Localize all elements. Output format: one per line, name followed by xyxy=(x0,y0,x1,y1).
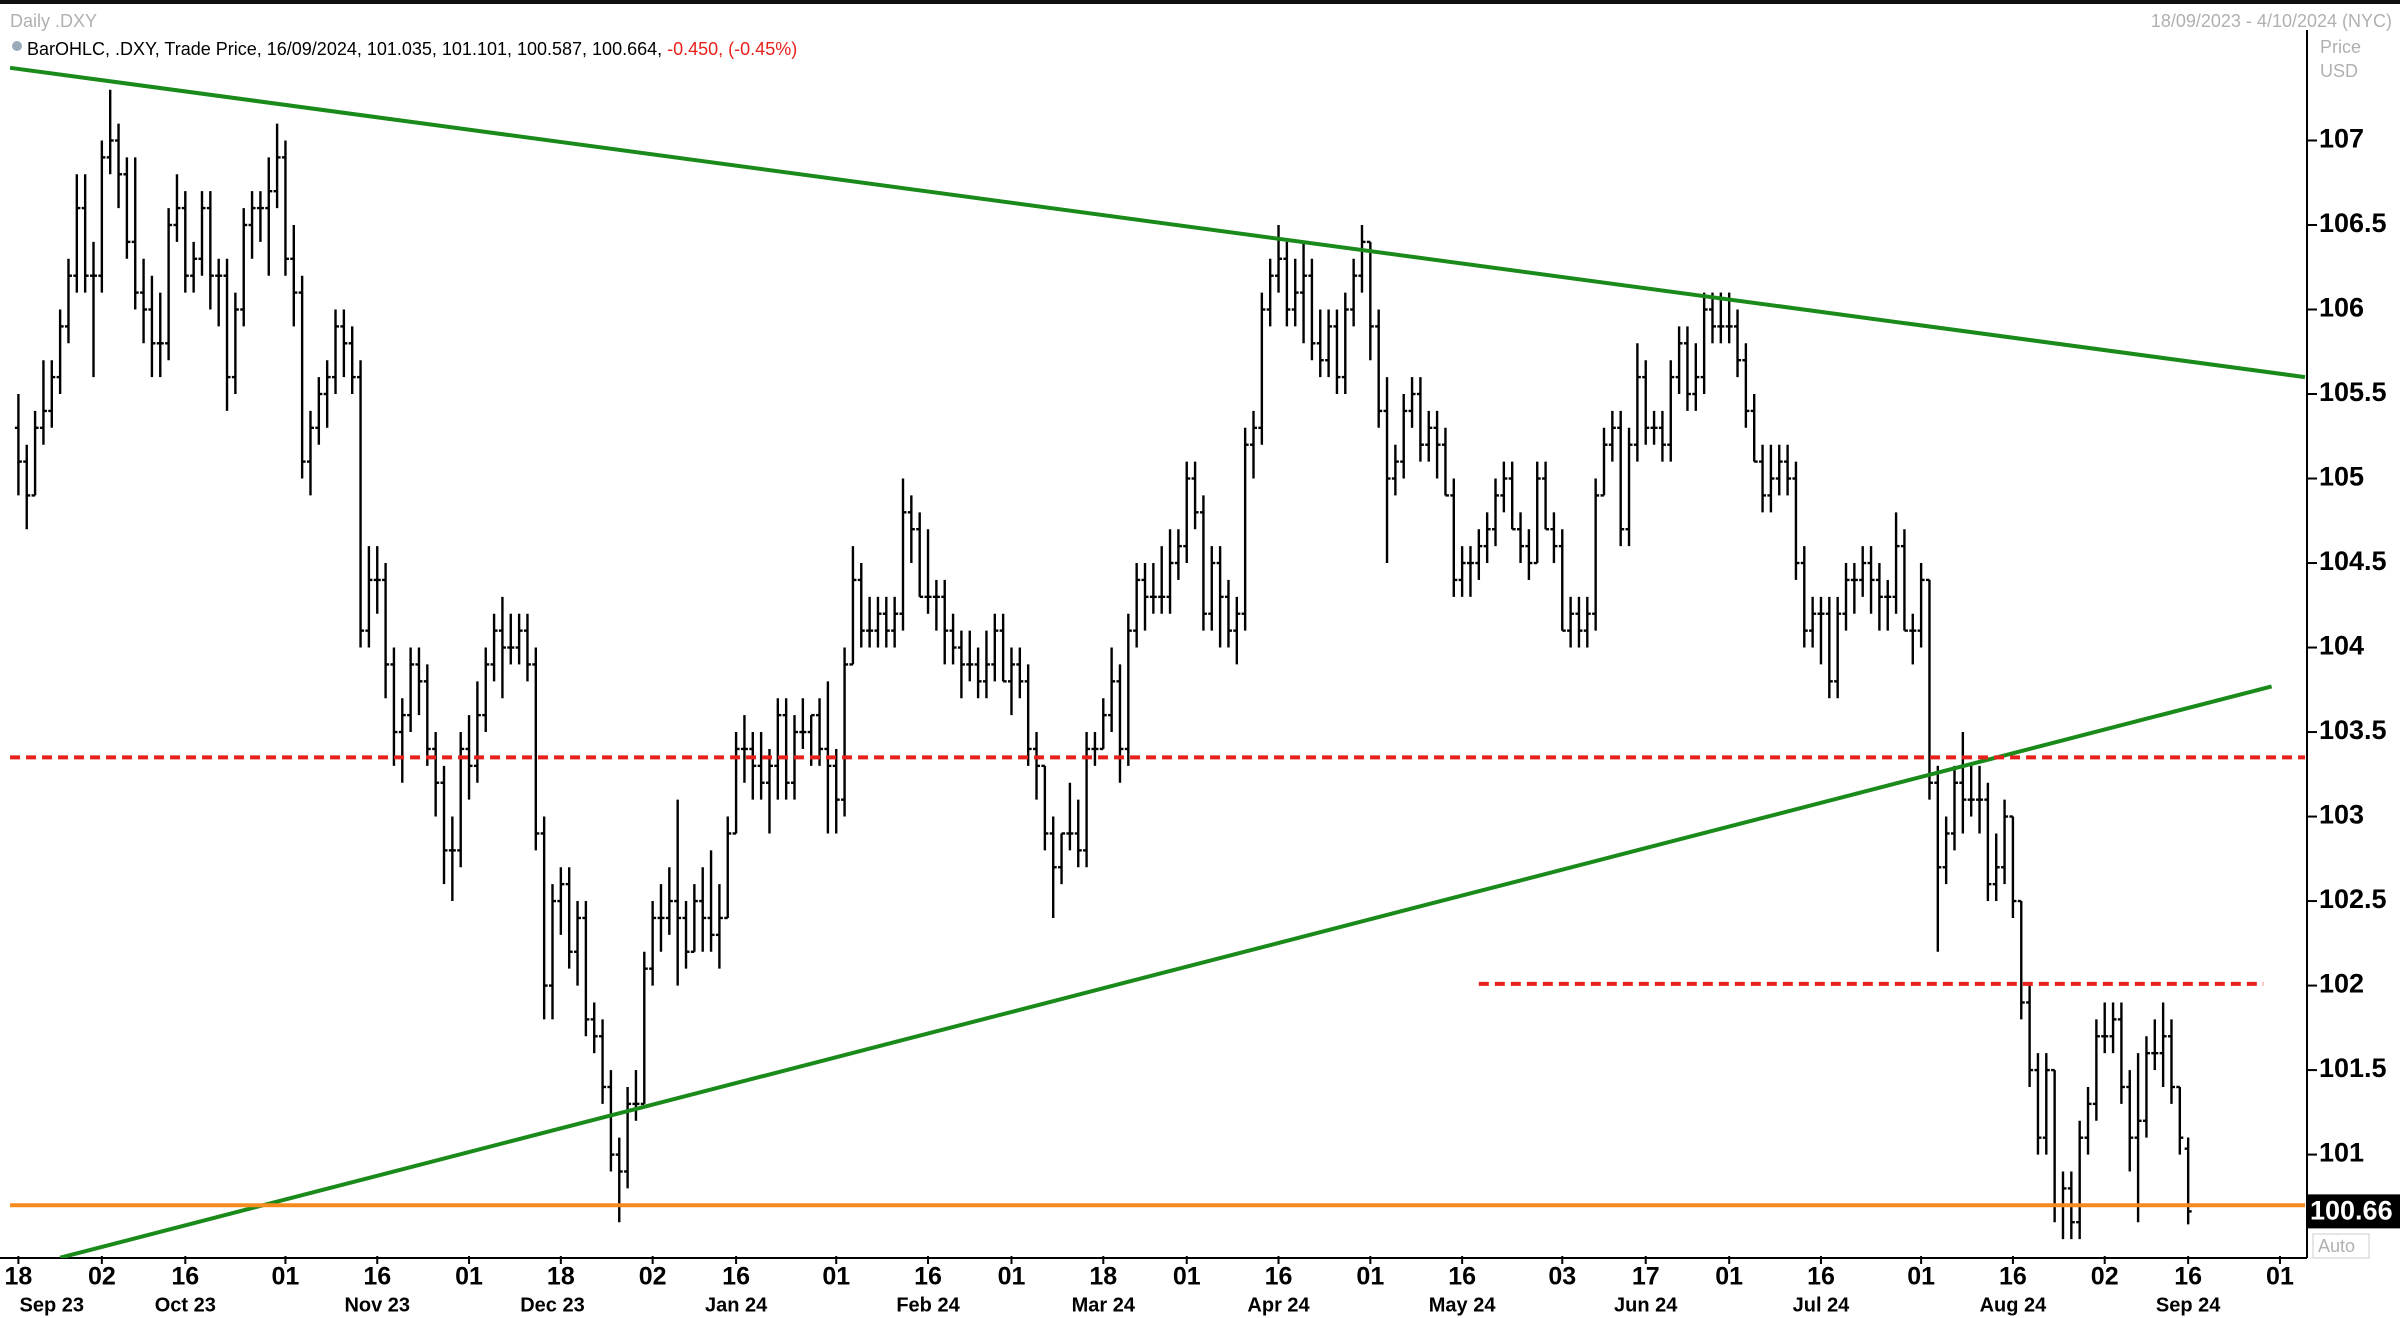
legend-icon xyxy=(12,41,22,51)
x-tick-label: 18 xyxy=(4,1263,32,1291)
x-tick-label: 02 xyxy=(88,1263,116,1291)
trend-line xyxy=(59,684,2273,1258)
date-range: 18/09/2023 - 4/10/2024 (NYC) xyxy=(2151,11,2392,31)
y-tick-label: 107 xyxy=(2319,124,2364,154)
x-tick-label: 01 xyxy=(822,1263,850,1291)
month-label: Sep 23 xyxy=(20,1294,84,1316)
x-tick-label: 02 xyxy=(639,1263,667,1291)
month-label: Sep 24 xyxy=(2156,1294,2221,1316)
plot-area xyxy=(9,65,2306,1258)
month-label: Aug 24 xyxy=(1980,1294,2048,1316)
x-tick-label: 16 xyxy=(1265,1263,1293,1291)
month-label: Dec 23 xyxy=(520,1294,585,1316)
month-label: Jun 24 xyxy=(1614,1294,1678,1316)
x-tick-label: 16 xyxy=(1448,1263,1476,1291)
month-label: Nov 23 xyxy=(344,1294,410,1316)
y-axis-label: Price xyxy=(2320,37,2361,57)
legend-change: -0.450, (-0.45%) xyxy=(667,39,797,59)
y-tick-label: 105.5 xyxy=(2319,377,2387,407)
month-label: Apr 24 xyxy=(1247,1294,1310,1316)
x-tick-label: 03 xyxy=(1548,1263,1576,1291)
x-tick-label: 16 xyxy=(914,1263,942,1291)
x-tick-label: 01 xyxy=(1356,1263,1384,1291)
last-price-box xyxy=(2308,1194,2400,1229)
month-label: Jan 24 xyxy=(705,1294,768,1316)
x-tick-label: 16 xyxy=(722,1263,750,1291)
y-tick-label: 104 xyxy=(2319,631,2364,661)
y-tick-label: 102 xyxy=(2319,969,2364,999)
y-tick-label: 102.5 xyxy=(2319,884,2387,914)
x-tick-label: 01 xyxy=(1715,1263,1743,1291)
x-tick-label: 18 xyxy=(1089,1263,1117,1291)
x-tick-label: 01 xyxy=(998,1263,1026,1291)
month-label: Oct 23 xyxy=(155,1294,216,1316)
trend-line xyxy=(9,65,2306,380)
x-tick-label: 01 xyxy=(455,1263,483,1291)
y-axis-unit: USD xyxy=(2320,61,2358,81)
month-label: Mar 24 xyxy=(1072,1294,1136,1316)
scale-mode: Auto xyxy=(2318,1236,2355,1256)
legend-text: BarOHLC, .DXY, Trade Price, 16/09/2024, … xyxy=(27,39,797,59)
x-tick-label: 01 xyxy=(2266,1263,2294,1291)
x-tick-label: 01 xyxy=(1907,1263,1935,1291)
y-tick-label: 101 xyxy=(2319,1138,2364,1168)
x-tick-label: 18 xyxy=(547,1263,575,1291)
scale-mode-box xyxy=(2312,1233,2370,1259)
x-tick-label: 01 xyxy=(1173,1263,1201,1291)
y-tick-label: 105 xyxy=(2319,462,2364,492)
x-tick-label: 17 xyxy=(1632,1263,1660,1291)
x-tick-label: 16 xyxy=(1807,1263,1835,1291)
x-tick-label: 16 xyxy=(171,1263,199,1291)
x-tick-label: 02 xyxy=(2091,1263,2119,1291)
y-tick-label: 103.5 xyxy=(2319,715,2387,745)
top-border xyxy=(0,0,2400,4)
legend-main: BarOHLC, .DXY, Trade Price, 16/09/2024, … xyxy=(27,39,662,59)
y-tick-label: 104.5 xyxy=(2319,546,2387,576)
x-tick-label: 01 xyxy=(272,1263,300,1291)
x-tick-label: 16 xyxy=(2174,1263,2202,1291)
month-label: Jul 24 xyxy=(1793,1294,1851,1316)
x-tick-label: 16 xyxy=(363,1263,391,1291)
month-label: May 24 xyxy=(1429,1294,1497,1316)
month-label: Feb 24 xyxy=(896,1294,960,1316)
y-tick-label: 101.5 xyxy=(2319,1053,2387,1083)
x-tick-label: 16 xyxy=(1999,1263,2027,1291)
y-tick-label: 106 xyxy=(2319,293,2364,323)
chart-title: Daily .DXY xyxy=(10,11,97,31)
y-tick-label: 103 xyxy=(2319,800,2364,830)
last-price-label: 100.66 xyxy=(2310,1196,2393,1226)
y-tick-label: 106.5 xyxy=(2319,208,2387,238)
